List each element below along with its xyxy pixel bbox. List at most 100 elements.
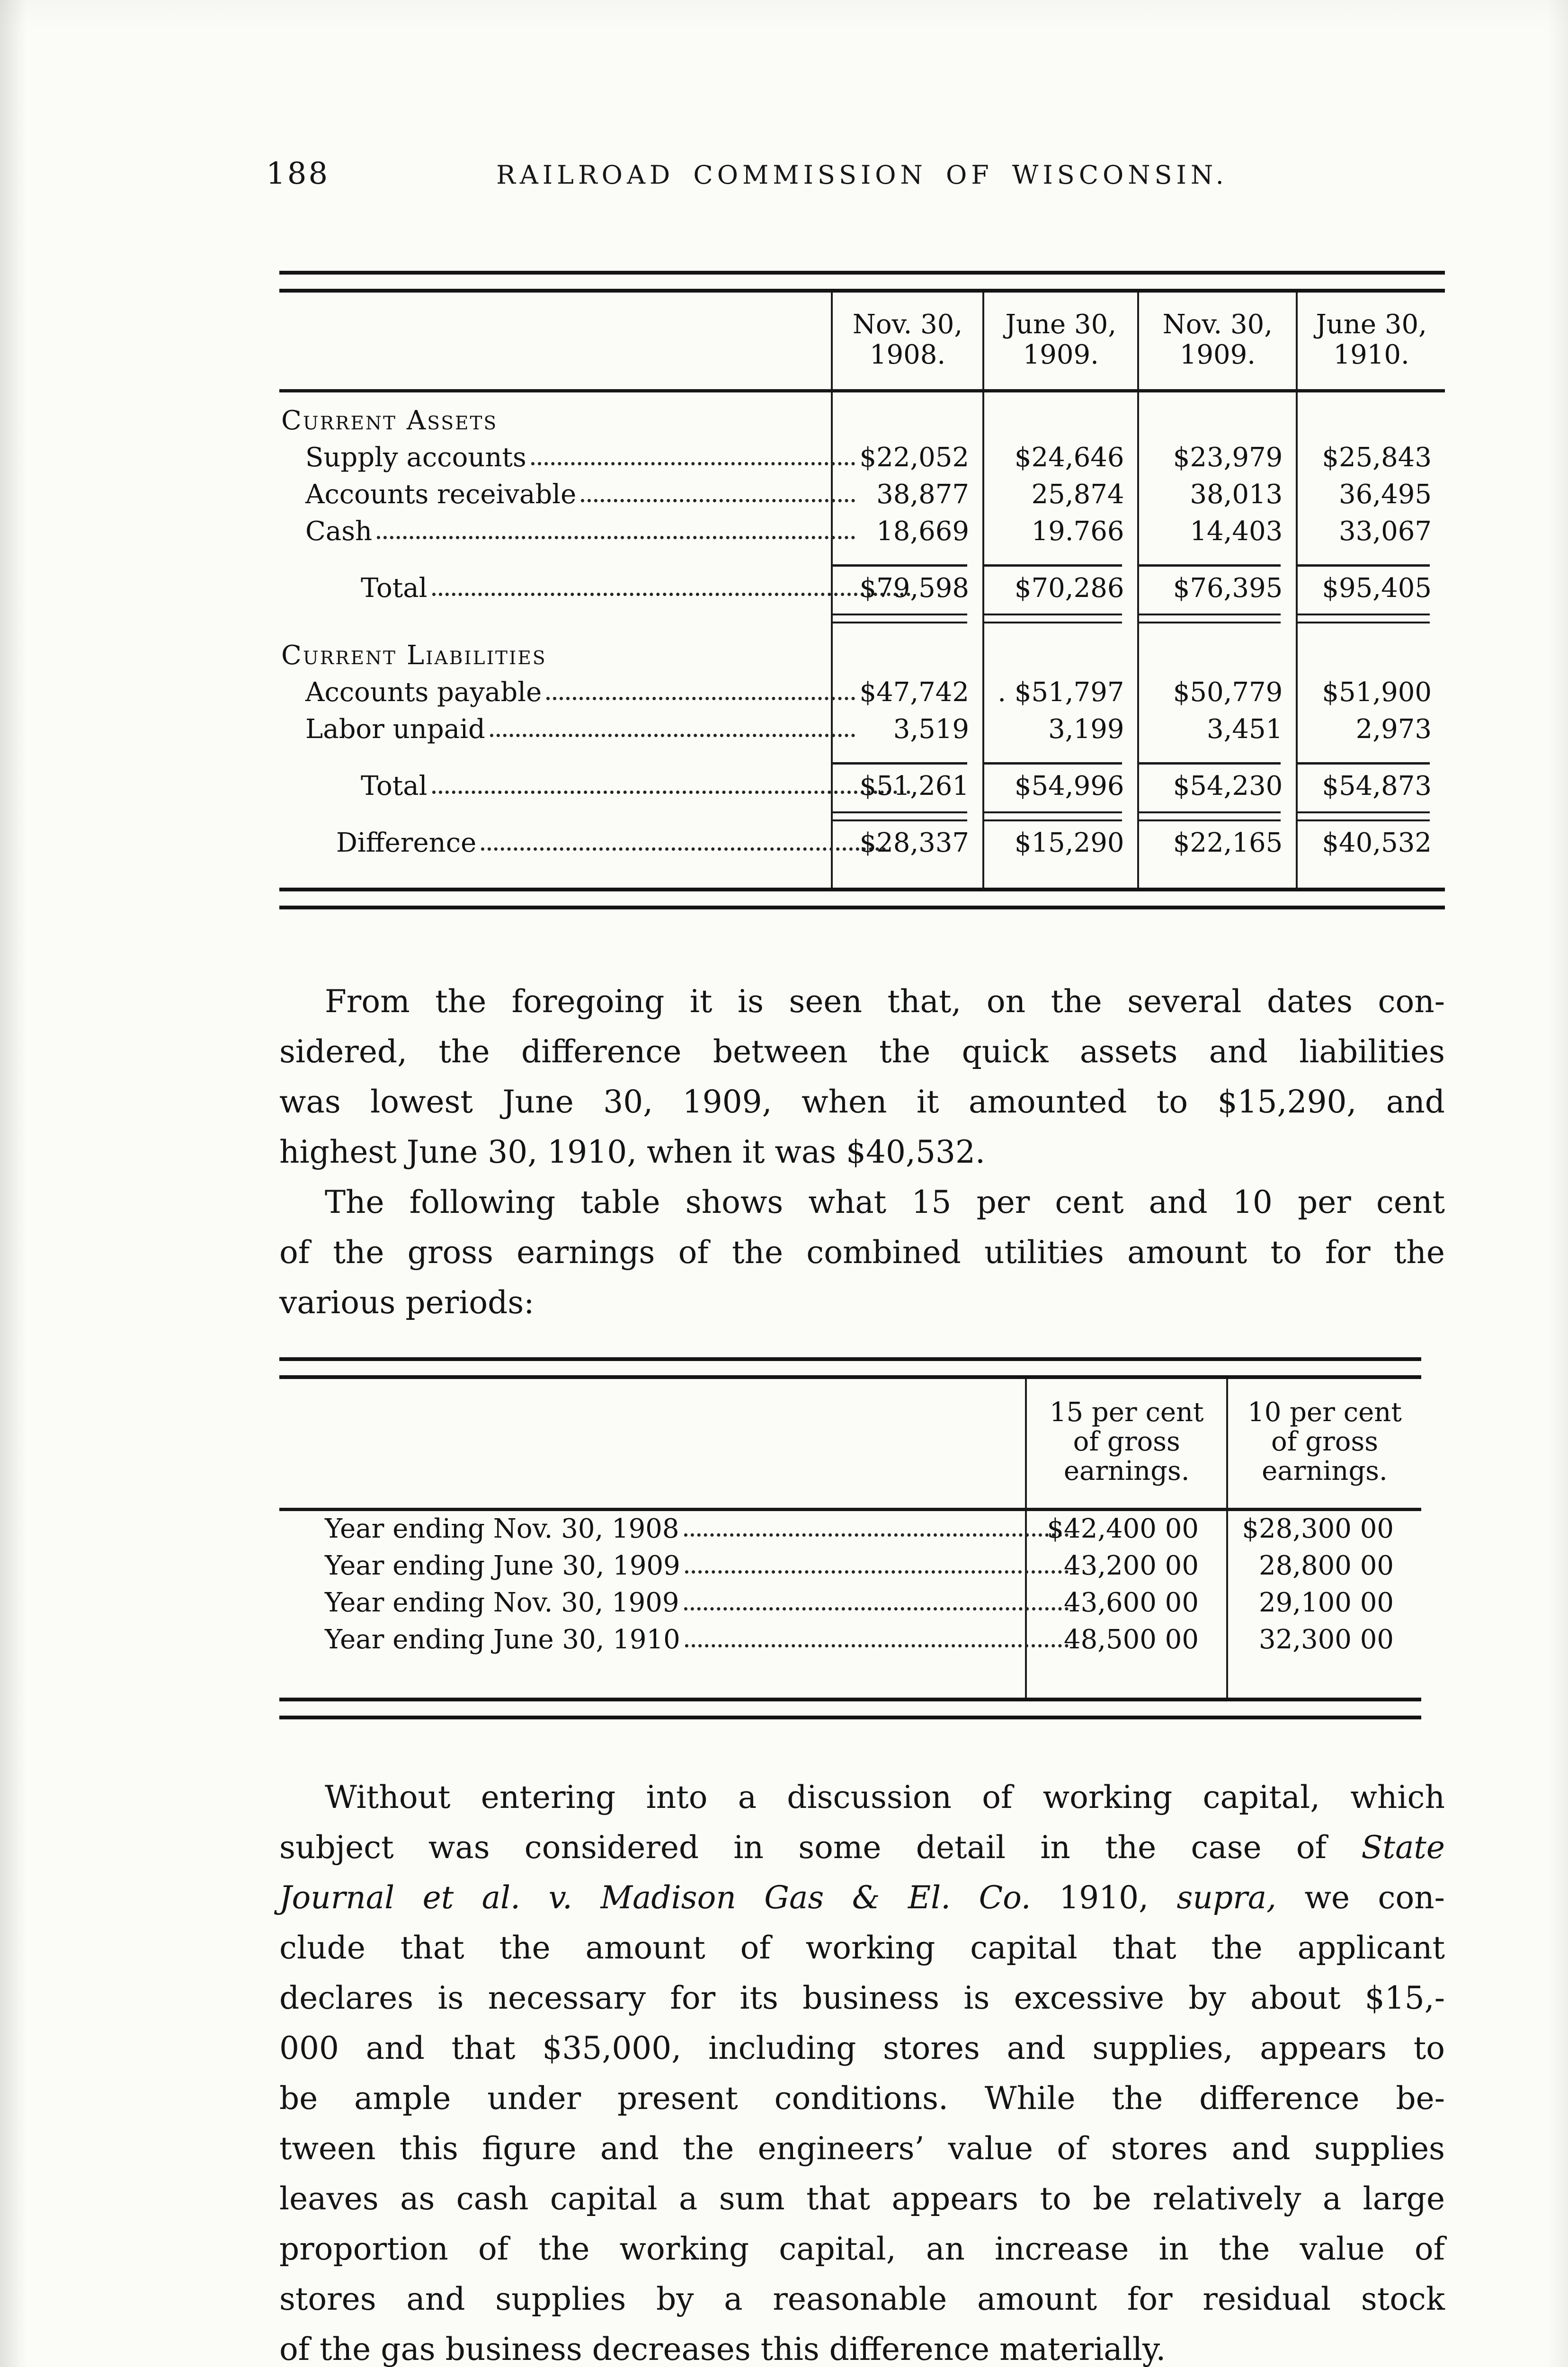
running-title: RAILROAD COMMISSION OF WISCONSIN. — [496, 160, 1228, 190]
header-row: 15 per cent of gross earnings. 10 per cen… — [279, 1379, 1421, 1511]
amount-cell: $76,395 — [1137, 570, 1297, 607]
row-label-cell: Total — [279, 570, 910, 607]
text-line: stores and supplies by a reasonable amou… — [279, 2274, 1445, 2324]
rule-cell — [982, 551, 1139, 570]
table-bottom-double-rule — [279, 1698, 1421, 1719]
amount-cell: 38,877 — [830, 477, 984, 514]
amount-cell: $28,337 — [830, 825, 984, 862]
amount-cell: 48,500 00 — [1025, 1622, 1227, 1659]
empty-cell — [1137, 627, 1297, 675]
amount-cell: $40,532 — [1296, 825, 1445, 862]
paragraph: Without entering into a discussion of wo… — [279, 1772, 1445, 2367]
row-label-cell: Year ending June 30, 1910 — [279, 1622, 1069, 1659]
amount-cell: $70,286 — [982, 570, 1139, 607]
text-segment: 1910, — [1031, 1879, 1177, 1916]
body-text: From the foregoing it is seen that, on t… — [279, 977, 1445, 1328]
table-header: Nov. 30, 1908. June 30, 1909. Nov. 30, 190… — [279, 293, 1445, 392]
table-row: Cash 18,669 19.766 14,403 33,067 — [279, 514, 1445, 551]
empty-cell — [1137, 391, 1297, 440]
dotted-leader — [531, 462, 855, 465]
dotted-leader — [432, 593, 910, 596]
difference-row: Difference $28,337 $15,290 $22,165 $40,532 — [279, 825, 1445, 862]
paragraph: From the foregoing it is seen that, on t… — [279, 977, 1445, 1177]
spacer-row — [279, 862, 1445, 888]
text-segment: highest June 30, 1910, when it was $40,5… — [279, 1134, 985, 1170]
single-rule — [984, 564, 1123, 567]
single-rule — [1298, 564, 1430, 567]
row-label: Cash — [279, 516, 857, 547]
text-line: leaves as cash capital a sum that appear… — [279, 2174, 1445, 2224]
empty-cell — [982, 391, 1139, 440]
amount-cell: 43,200 00 — [1025, 1548, 1227, 1585]
table-body: Current Assets Supply accounts $22,052 $24,… — [279, 391, 1445, 888]
text-segment: proportion of the working capital, an in… — [279, 2231, 1445, 2267]
empty-cell — [279, 607, 832, 627]
double-rule-row — [279, 805, 1445, 825]
amount-cell: $15,290 — [982, 825, 1139, 862]
gross-earnings-table-block: 15 per cent of gross earnings. 10 per cen… — [279, 1357, 1421, 1719]
table-row: Accounts payable $47,742. $51,797 $50,779 $… — [279, 675, 1445, 712]
amount-cell: $23,979 — [1137, 440, 1297, 477]
column-header: Nov. 30, 1909. — [1137, 293, 1297, 392]
empty-cell — [830, 862, 984, 888]
row-label-text: Year ending Nov. 30, 1909 — [325, 1587, 679, 1618]
amount-cell: $22,052 — [830, 440, 984, 477]
amount-cell: $51,900 — [1296, 675, 1445, 712]
text-segment: State — [1361, 1829, 1445, 1866]
comparative-balance-table-block: Nov. 30, 1908. June 30, 1909. Nov. 30, 190… — [279, 271, 1445, 909]
amount-cell: . $51,797 — [982, 675, 1139, 712]
row-label-cell: Total — [279, 768, 910, 805]
row-label-text: Accounts receivable — [305, 479, 577, 510]
empty-cell — [1296, 391, 1445, 440]
amount-cell: $22,165 — [1137, 825, 1297, 862]
row-label-text: Labor unpaid — [305, 714, 485, 745]
row-label-text: Cash — [305, 516, 373, 547]
text-line: various periods: — [279, 1278, 1445, 1328]
text-line: From the foregoing it is seen that, on t… — [279, 977, 1445, 1027]
text-line: Without entering into a discussion of wo… — [279, 1772, 1445, 1823]
amount-cell: 43,600 00 — [1025, 1585, 1227, 1622]
section-heading-row: Current Liabilities — [279, 627, 1445, 675]
text-segment: stores and supplies by a reasonable amou… — [279, 2281, 1445, 2317]
empty-cell — [1137, 862, 1297, 888]
amount-cell: 19.766 — [982, 514, 1139, 551]
dotted-leader — [432, 791, 910, 794]
column-header-empty — [279, 293, 832, 392]
double-rule — [1298, 614, 1430, 623]
row-label-cell: Difference — [279, 825, 886, 862]
dotted-leader — [546, 697, 855, 700]
empty-cell — [1296, 862, 1445, 888]
row-label-text: Difference — [336, 828, 477, 858]
amount-cell: 33,067 — [1296, 514, 1445, 551]
rule-cell — [1296, 748, 1445, 768]
rule-cell — [982, 805, 1139, 825]
single-rule-row — [279, 748, 1445, 768]
amount-cell: $54,230 — [1137, 768, 1297, 805]
rule-cell — [1296, 805, 1445, 825]
text-line: declares is necessary for its business i… — [279, 1973, 1445, 2023]
amount-cell: 32,300 00 — [1226, 1622, 1421, 1659]
rule-cell — [982, 607, 1139, 627]
text-segment: subject was considered in some detail in… — [279, 1829, 1362, 1866]
spacer-row — [279, 1659, 1421, 1698]
row-label: Year ending June 30, 1909 — [279, 1550, 1070, 1581]
text-line: was lowest June 30, 1909, when it amount… — [279, 1077, 1445, 1127]
amount-cell: $24,646 — [982, 440, 1139, 477]
section-heading-cell: Current Assets — [279, 391, 832, 440]
row-label-text: Total — [361, 573, 428, 604]
amount-cell: $28,300 00 — [1226, 1509, 1421, 1548]
amount-cell: 38,013 — [1137, 477, 1297, 514]
row-label-cell: Labor unpaid — [279, 712, 855, 748]
text-line: be ample under present conditions. While… — [279, 2073, 1445, 2124]
row-label-text: Accounts payable — [305, 677, 542, 708]
empty-cell — [982, 627, 1139, 675]
table-row: Year ending June 30, 1910 48,500 00 32,300… — [279, 1622, 1421, 1659]
row-label: Year ending Nov. 30, 1908 — [279, 1513, 1070, 1544]
amount-cell: 3,199 — [982, 712, 1139, 748]
single-rule — [1139, 762, 1281, 765]
single-rule — [832, 564, 968, 567]
row-label: Year ending June 30, 1910 — [279, 1624, 1070, 1655]
text-segment: The following table shows what 15 per ce… — [325, 1184, 1445, 1220]
row-label-text: Total — [361, 771, 428, 801]
amount-cell: $54,873 — [1296, 768, 1445, 805]
